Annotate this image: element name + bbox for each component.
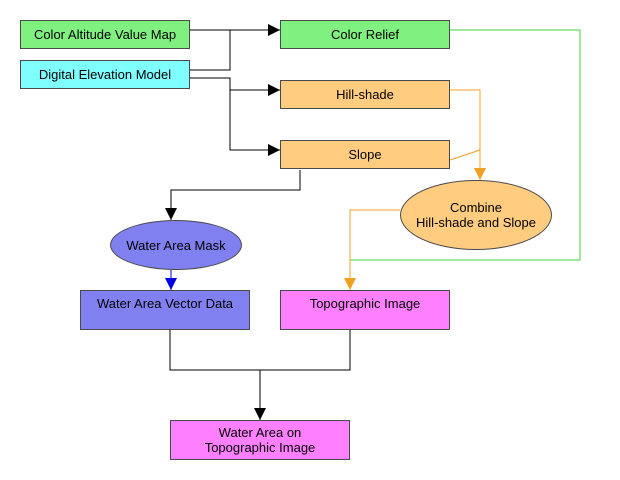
dem-to-hillshade-arrowhead <box>268 84 280 96</box>
slope-node: Slope <box>280 140 450 169</box>
relief-to-topo-line <box>350 29 581 261</box>
dem-to-slope-arrowhead <box>268 144 280 156</box>
hillshade-to-combine-line <box>450 89 481 180</box>
dem-to-hillshade-line <box>190 77 280 91</box>
color-altitude-value-map-node: Color Altitude Value Map <box>20 20 190 49</box>
slope-to-combine-line <box>449 149 481 161</box>
water-mask-to-vector-arrowhead <box>165 278 177 290</box>
water-area-on-topographic-image-node: Water Area on Topographic Image <box>170 420 350 460</box>
color-relief-node: Color Relief <box>280 20 450 49</box>
water-area-mask-node: Water Area Mask <box>110 220 242 270</box>
digital-elevation-model-node: Digital Elevation Model <box>20 60 190 89</box>
slope-to-water-mask-arrowhead <box>165 208 177 220</box>
combine-to-topo-line <box>349 209 400 290</box>
dem-to-slope-line <box>229 90 280 151</box>
combine-hillshade-slope-node: Combine Hill-shade and Slope <box>400 180 552 250</box>
hillshade-to-combine-arrowhead <box>474 168 486 180</box>
water-vector-to-merge-line <box>169 330 351 371</box>
water-area-vector-data-node: Water Area Vector Data <box>80 290 250 330</box>
topographic-image-node: Topographic Image <box>280 290 450 330</box>
color-altitude-to-relief-arrowhead <box>268 24 280 36</box>
merge-to-water-topo-arrowhead <box>254 408 266 420</box>
combine-to-topo-arrowhead <box>344 278 356 290</box>
dem-to-relief-line <box>190 30 231 71</box>
hill-shade-node: Hill-shade <box>280 80 450 109</box>
slope-to-water-mask-line <box>170 170 301 220</box>
